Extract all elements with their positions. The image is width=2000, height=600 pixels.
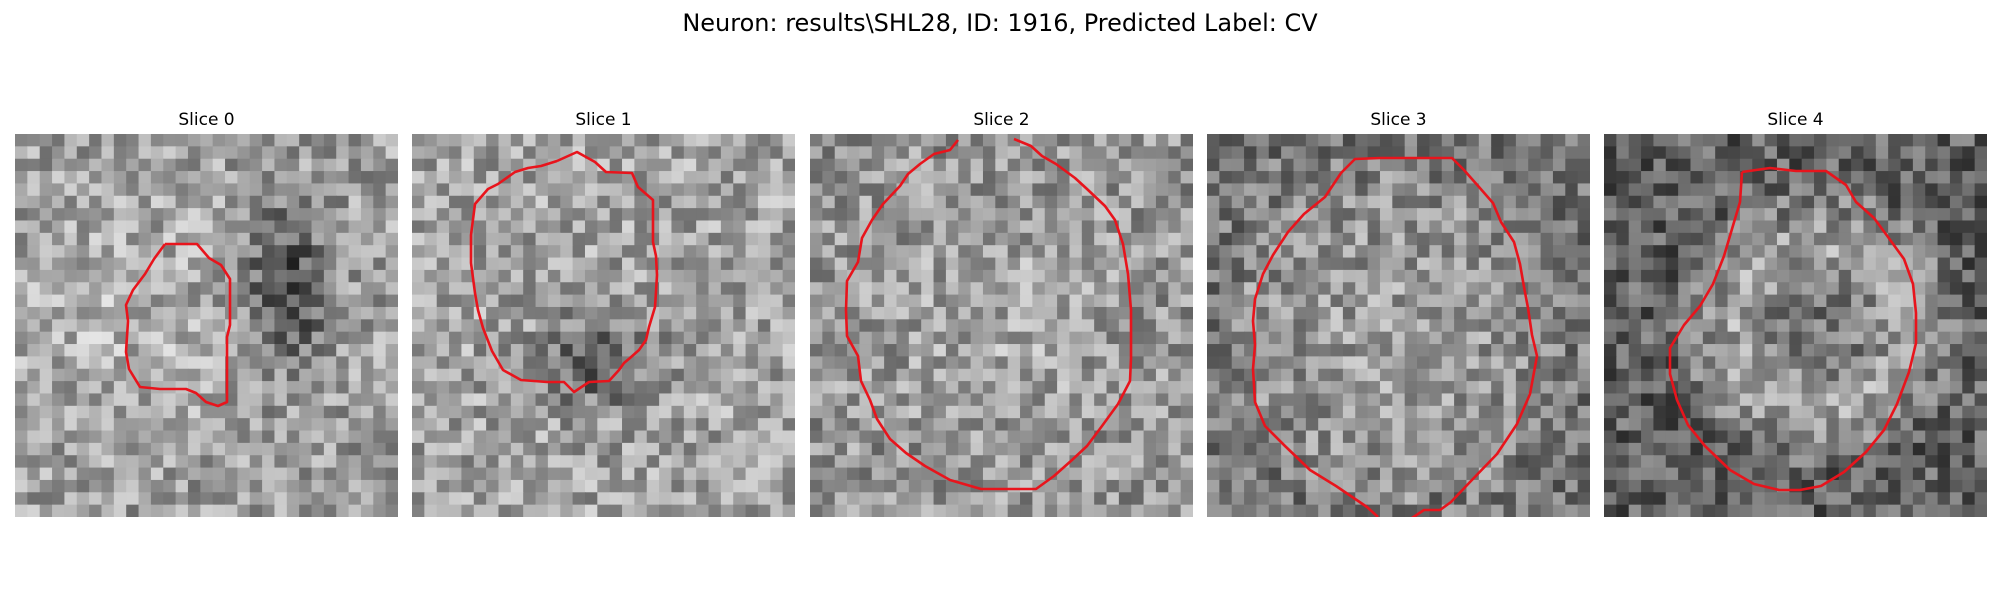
panel-title: Slice 2: [973, 110, 1030, 130]
slice-image: [15, 134, 398, 517]
contour-outline: [844, 137, 1133, 491]
contour-outline: [469, 150, 659, 394]
panel-title: Slice 1: [575, 110, 632, 130]
slice-image: [1604, 134, 1987, 517]
contour-outline: [124, 242, 232, 408]
panel-title: Slice 3: [1370, 110, 1427, 130]
figure-title: Neuron: results\SHL28, ID: 1916, Predict…: [682, 9, 1318, 37]
slice-image: [412, 134, 795, 517]
panel-title: Slice 4: [1767, 110, 1824, 130]
contour-outline: [1668, 166, 1918, 492]
contour-outline: [1251, 156, 1539, 517]
slice-image: [810, 134, 1193, 517]
panel-title: Slice 0: [178, 110, 235, 130]
slice-image: [1207, 134, 1590, 517]
